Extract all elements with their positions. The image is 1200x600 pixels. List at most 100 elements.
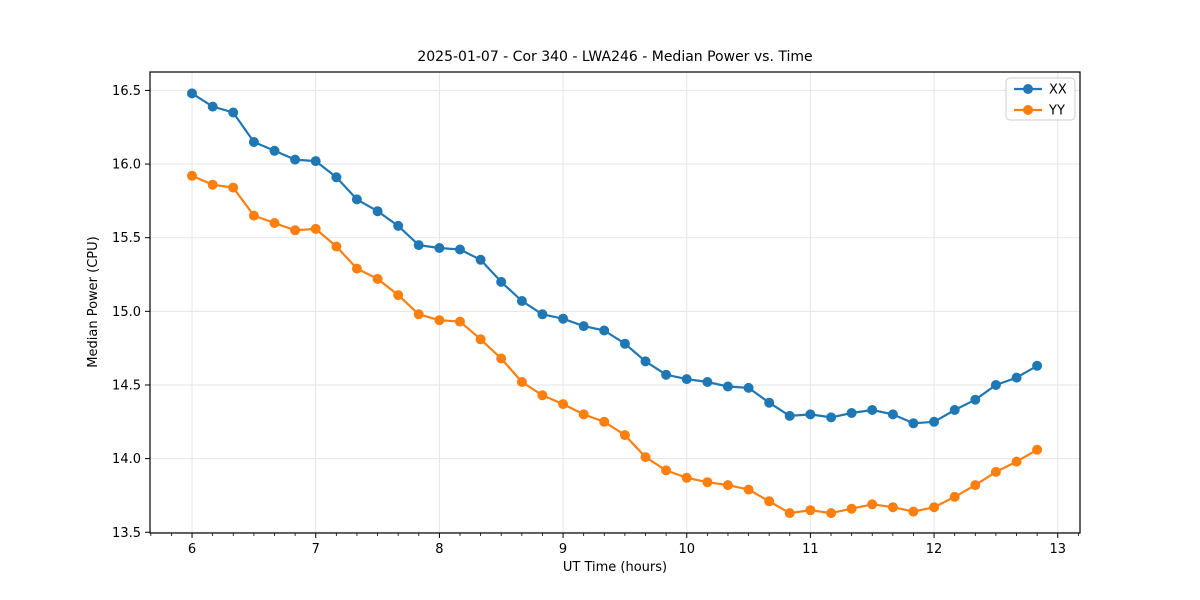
data-point-YY <box>310 223 321 234</box>
legend: XX YY <box>1005 77 1076 121</box>
data-point-YY <box>1011 456 1022 467</box>
legend-marker-XX <box>1023 84 1033 94</box>
data-point-YY <box>867 499 878 510</box>
data-point-YY <box>722 480 733 491</box>
data-point-YY <box>496 353 507 364</box>
legend-label: XX <box>1049 83 1067 98</box>
data-point-XX <box>908 418 919 429</box>
data-point-YY <box>290 225 301 236</box>
data-point-XX <box>351 194 362 205</box>
series-line-XX <box>191 92 1038 425</box>
data-point-XX <box>599 325 610 336</box>
x-tick-label: 10 <box>678 542 695 557</box>
data-point-XX <box>372 206 383 217</box>
data-point-YY <box>558 399 569 410</box>
y-tick-label: 15.5 <box>112 231 141 246</box>
y-tick-label: 14.0 <box>112 452 141 467</box>
data-point-YY <box>207 179 218 190</box>
data-point-YY <box>764 496 775 507</box>
y-tick-label: 16.0 <box>112 158 141 173</box>
data-point-XX <box>949 405 960 415</box>
data-point-YY <box>393 290 404 301</box>
data-point-YY <box>578 409 589 420</box>
x-tick-label: 9 <box>559 542 567 557</box>
x-tick-label: 7 <box>312 542 320 557</box>
data-point-XX <box>887 409 898 420</box>
data-point-XX <box>228 107 239 118</box>
data-point-YY <box>599 416 610 427</box>
data-point-YY <box>187 170 197 181</box>
x-tick-label: 11 <box>802 542 819 557</box>
y-tick-label: 15.0 <box>112 305 141 320</box>
data-point-XX <box>310 156 321 167</box>
data-point-XX <box>187 88 197 99</box>
legend-marker-YY <box>1023 105 1033 115</box>
y-axis-label: Median Power (CPU) <box>86 236 101 368</box>
data-point-XX <box>619 338 630 349</box>
data-point-XX <box>1011 372 1022 383</box>
data-point-XX <box>496 276 507 287</box>
data-point-XX <box>784 410 795 421</box>
data-point-YY <box>248 210 259 221</box>
x-axis-label: UT Time (hours) <box>562 560 668 575</box>
data-point-XX <box>929 416 940 427</box>
x-tick-label: 8 <box>435 542 443 557</box>
data-point-XX <box>290 154 301 165</box>
data-point-XX <box>764 397 775 408</box>
data-point-XX <box>331 172 342 183</box>
data-point-XX <box>455 244 465 255</box>
data-point-XX <box>1032 360 1043 371</box>
legend-item-YY: YY <box>1014 104 1065 119</box>
data-point-YY <box>702 477 713 488</box>
x-tick-label: 12 <box>926 542 943 557</box>
data-point-XX <box>393 220 404 231</box>
data-point-XX <box>248 137 259 147</box>
data-point-YY <box>970 480 981 491</box>
data-point-YY <box>743 484 754 495</box>
data-point-XX <box>722 381 733 392</box>
data-point-XX <box>846 408 857 418</box>
data-point-XX <box>805 409 816 420</box>
data-point-XX <box>867 405 878 415</box>
y-tick-label: 16.5 <box>112 84 141 99</box>
data-point-YY <box>516 377 527 387</box>
legend-item-XX: XX <box>1014 83 1067 98</box>
data-point-YY <box>990 466 1001 477</box>
data-point-XX <box>434 243 445 253</box>
data-point-XX <box>661 369 672 380</box>
data-point-YY <box>228 182 239 193</box>
data-point-XX <box>207 101 218 112</box>
data-point-YY <box>269 218 280 228</box>
axes-spines <box>149 71 1081 534</box>
data-point-YY <box>413 309 424 320</box>
data-point-YY <box>351 263 362 274</box>
legend-label: YY <box>1048 104 1065 119</box>
data-point-YY <box>372 273 383 284</box>
axis-ticks: 6 7 8 9 10 11 12 13 13.5 14.0 14.5 15.0 15.5 16.0 16.5 <box>112 84 1079 557</box>
data-point-YY <box>640 452 651 463</box>
data-point-YY <box>681 472 692 483</box>
data-point-YY <box>434 315 445 326</box>
data-point-XX <box>702 377 713 387</box>
data-point-YY <box>619 430 630 441</box>
chart-title: 2025-01-07 - Cor 340 - LWA246 - Median P… <box>417 49 813 65</box>
y-tick-label: 13.5 <box>112 526 141 541</box>
data-point-YY <box>331 241 342 252</box>
gridlines <box>150 72 1080 533</box>
data-point-XX <box>269 145 280 156</box>
data-point-XX <box>537 309 548 320</box>
series-YY <box>187 170 1043 519</box>
data-point-XX <box>475 254 486 265</box>
data-point-YY <box>537 390 548 401</box>
data-point-YY <box>887 502 898 513</box>
series-XX <box>187 88 1043 429</box>
data-point-YY <box>949 491 960 502</box>
data-point-YY <box>826 508 837 519</box>
data-point-XX <box>516 296 527 306</box>
data-point-YY <box>908 506 919 517</box>
data-point-XX <box>413 240 424 251</box>
data-point-XX <box>990 380 1001 390</box>
data-point-XX <box>578 321 589 332</box>
